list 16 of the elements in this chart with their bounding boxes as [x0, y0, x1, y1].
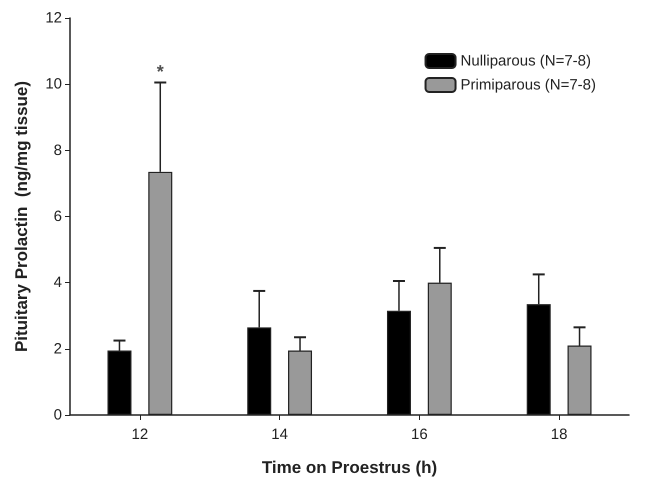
legend-label: Nulliparous (N=7-8) — [460, 52, 592, 70]
x-tick-label: 12 — [132, 426, 148, 443]
y-tick-label: 12 — [45, 10, 62, 26]
x-tick-label: 14 — [271, 426, 288, 443]
legend-label: Primiparous (N=7-8) — [460, 76, 596, 94]
y-tick-label: 2 — [54, 340, 62, 358]
annotation: * — [156, 62, 164, 82]
y-axis-title: Pituitary Prolactin (ng/mg tissue) — [12, 80, 31, 352]
y-tick-label: 6 — [54, 208, 62, 225]
x-tick-label: 18 — [550, 426, 568, 443]
y-tick-label: 8 — [54, 142, 62, 159]
y-tick-label: 10 — [45, 76, 62, 93]
y-tick-label: 0 — [54, 406, 62, 424]
x-tick-label: 16 — [411, 426, 428, 443]
y-tick-label: 4 — [54, 274, 62, 292]
x-axis-title: Time on Proestrus (h) — [262, 458, 438, 477]
